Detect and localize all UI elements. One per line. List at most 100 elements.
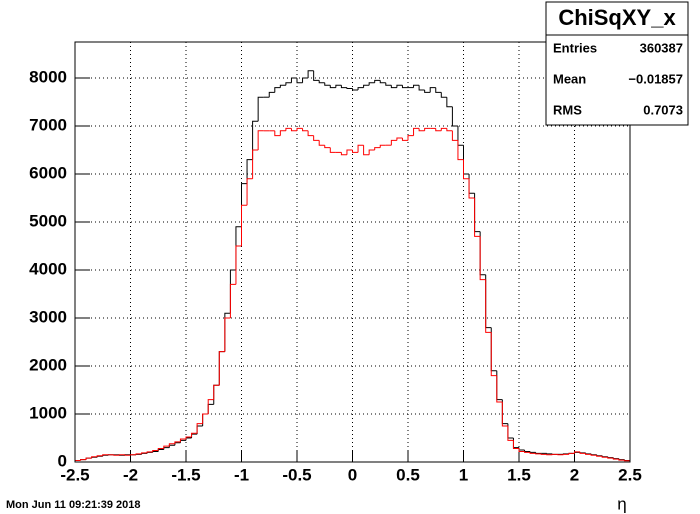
y-tick-label: 1000 [29,403,67,422]
x-tick-label: 1.5 [507,465,531,484]
histogram-step [424,90,431,93]
histogram-step [490,332,497,377]
histogram-step [313,135,320,141]
histogram-step [457,140,464,161]
histogram-step [335,84,342,88]
y-tick-label: 4000 [29,259,67,278]
histogram-step [390,85,397,89]
histogram-step [446,128,453,132]
histogram-step [296,78,303,84]
y-tick-label: 0 [58,451,67,470]
histogram-step [80,459,87,461]
histogram-step [579,451,586,454]
histogram-step [385,82,392,86]
x-tick-label: -2.5 [60,465,89,484]
histogram-step [607,457,614,459]
histogram-step [379,144,386,148]
histogram-step [574,451,581,454]
histogram-step [196,423,203,434]
histogram-step [268,91,275,98]
histogram-step [413,84,420,88]
x-tick-label: 0 [348,465,357,484]
histogram-step [435,87,442,93]
histogram-step [302,128,309,132]
histogram-step [590,454,597,456]
histogram-step [352,88,359,91]
y-tick-label: 5000 [29,211,67,230]
histogram-step [329,85,336,89]
histogram-step [596,455,603,457]
x-tick-label: -1.5 [171,465,200,484]
histogram-step [218,351,225,386]
histogram-step [152,449,159,452]
stats-box: ChiSqXY_x Entries 360387 Mean −0.01857 R… [545,1,689,126]
histogram-step [141,452,148,454]
histogram-step [241,204,248,246]
histogram-step [324,82,331,86]
histogram-step [496,375,503,403]
histogram-step [396,137,403,141]
histogram-step [435,128,442,132]
histogram-step [418,128,425,132]
histogram-step [279,130,286,136]
histogram-step [368,82,375,86]
x-tick-label: 2 [570,465,579,484]
histogram-step [102,454,109,456]
histogram-step [146,451,153,453]
histogram-step [191,432,198,438]
histogram-step [440,92,447,98]
stats-value: 360387 [640,40,683,55]
histogram-step [274,87,281,93]
histogram-step [374,147,381,150]
x-tick-label: -1 [234,465,249,484]
histogram-step [390,139,397,146]
histogram-step [257,130,264,150]
x-tick-label: 2.5 [618,465,642,484]
histogram-step [512,440,519,450]
histogram-step [485,279,492,333]
histogram-step [307,130,314,137]
histogram-step [401,138,408,141]
histogram-step [518,448,525,452]
histogram-step [474,198,481,237]
histogram-step [424,127,431,131]
histogram-step [601,456,608,458]
histogram-step [302,77,309,83]
histogram-step [179,438,186,442]
stats-label: Mean [553,71,586,86]
histogram-step [174,441,181,444]
histogram-step [163,445,170,449]
histogram-step [318,140,325,146]
histogram-step [224,317,231,352]
histogram-step [340,152,347,156]
stats-title: ChiSqXY_x [558,5,676,30]
histogram-step [290,77,297,83]
histogram-step [290,128,297,132]
histogram-step [463,159,470,180]
y-tick-label: 2000 [29,355,67,374]
date: Mon Jun 11 09:21:39 2018 [6,499,141,511]
histogram-step [357,87,364,90]
y-tick-label: 3000 [29,307,67,326]
histogram-step [318,80,325,84]
histogram-step [451,130,458,141]
histogram-step [285,127,292,131]
histogram-step [352,150,359,153]
histogram-step [407,135,414,141]
histogram-step [213,384,220,400]
histogram-step [374,79,381,83]
histogram-step [229,283,236,318]
histogram-step [413,127,420,136]
histogram-step [418,85,425,91]
stats-label: Entries [553,40,597,55]
x-tick-label: -2 [123,465,138,484]
histogram-step [85,457,92,460]
histogram-step [91,456,98,459]
histogram-step [468,178,475,199]
stats-frame [545,1,689,126]
x-tick-label: 0.5 [396,465,420,484]
histogram-step [501,402,508,427]
y-tick-label: 8000 [29,67,67,86]
x-axis-label: η [617,494,626,513]
